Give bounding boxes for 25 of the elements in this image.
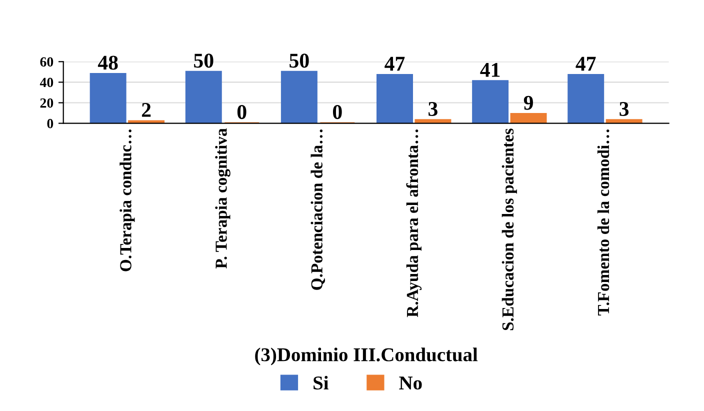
data-label: 9 [524, 96, 533, 110]
data-label: 3 [428, 102, 438, 116]
x-tick-label: P. Terapia cognitiva [215, 128, 230, 269]
x-axis-title: (3)Dominio III.Conductual [255, 348, 478, 366]
data-label: 0 [237, 105, 246, 120]
legend-label: Si [314, 376, 328, 390]
y-tick-label: 20 [40, 98, 54, 108]
x-tick-label: S.Educacion de los pacientes [502, 128, 517, 330]
x-tick-label: Q.Potenciacion de la… [310, 130, 326, 290]
y-tick-label: 0 [47, 118, 54, 128]
x-tick-label: R.Ayuda para el afronta… [406, 130, 422, 318]
data-label: 41 [480, 62, 500, 77]
x-tick-label: T.Fomento de la comodi… [597, 130, 610, 316]
x-tick-label: O.Terapia conduc… [120, 130, 135, 272]
data-label: 0 [333, 105, 342, 120]
data-label: 3 [620, 102, 629, 116]
y-tick-label: 40 [40, 78, 54, 88]
data-label: 50 [290, 54, 309, 68]
data-label: 48 [98, 56, 118, 70]
data-label: 2 [142, 103, 151, 117]
data-label: 50 [194, 54, 214, 68]
data-label: 47 [384, 56, 405, 71]
legend-label: No [399, 376, 422, 390]
data-label: 47 [576, 56, 596, 71]
y-tick-label: 60 [40, 57, 54, 67]
